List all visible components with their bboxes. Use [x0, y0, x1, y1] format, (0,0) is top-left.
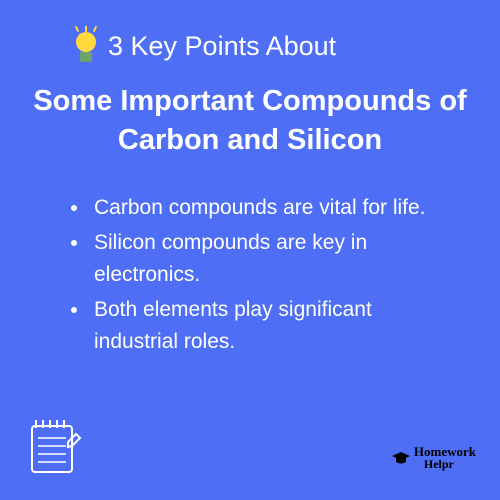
graduation-cap-icon [391, 451, 411, 465]
notepad-icon [26, 414, 84, 478]
header-row: 3 Key Points About [0, 0, 500, 64]
key-points-list: Carbon compounds are vital for life. Sil… [0, 160, 500, 359]
list-item: Both elements play significant industria… [90, 294, 440, 359]
lightbulb-icon [72, 28, 100, 64]
main-title: Some Important Compounds of Carbon and S… [0, 64, 500, 160]
logo-text: Homework Helpr [414, 446, 476, 470]
list-item: Carbon compounds are vital for life. [90, 192, 440, 225]
subtitle-text: 3 Key Points About [108, 31, 336, 62]
brand-logo: Homework Helpr [391, 446, 476, 470]
logo-line2: Helpr [414, 459, 476, 470]
list-item: Silicon compounds are key in electronics… [90, 227, 440, 292]
